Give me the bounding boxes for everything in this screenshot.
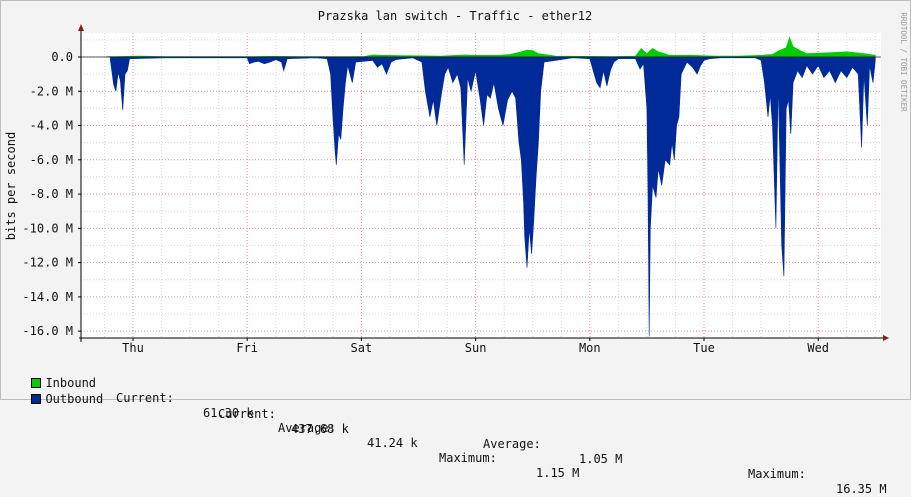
inbound-name: Inbound	[45, 376, 97, 390]
x-tick-labels: Thu Fri Sat Sun Mon Tue Wed	[122, 338, 829, 355]
inbound-maximum-label: Maximum:	[439, 451, 497, 465]
y-tick-labels: 0.0 -2.0 M -4.0 M -6.0 M -8.0 M -10.0 M -12.0 …	[22, 50, 81, 338]
inbound-maximum-value: 1.15 M	[536, 466, 580, 480]
series-area-outbound	[109, 56, 876, 337]
y-tick-label: -6.0 M	[30, 153, 73, 167]
outbound-maximum-value: 16.35 M	[836, 482, 887, 496]
x-tick-label: Mon	[579, 341, 601, 355]
chart-title: Prazska lan switch - Traffic - ether12	[318, 9, 593, 23]
legend-inbound: Inbound Current: 61.30 k Average: 41.24 …	[17, 361, 897, 480]
y-tick-label: -16.0 M	[22, 324, 73, 338]
outbound-average-value: 1.05 M	[579, 452, 623, 466]
y-tick-label: -14.0 M	[22, 290, 73, 304]
outbound-average-label: Average:	[483, 437, 541, 451]
x-axis-arrow	[883, 335, 889, 341]
outbound-swatch	[31, 394, 42, 404]
legend-outbound: Outbound Current: 437.68 k Average: 1.05…	[17, 377, 897, 496]
y-tick-label: -2.0 M	[30, 84, 73, 98]
y-tick-label: -4.0 M	[30, 119, 73, 133]
x-tick-label: Thu	[122, 341, 144, 355]
rrdtool-watermark: RRDTOOL / TOBI OETIKER	[899, 12, 908, 112]
y-tick-label: -8.0 M	[30, 187, 73, 201]
outbound-current-label: Current:	[218, 407, 276, 421]
inbound-current-label: Current:	[116, 391, 174, 405]
x-tick-label: Sat	[351, 341, 373, 355]
x-tick-label: Wed	[807, 341, 829, 355]
y-axis-label: bits per second	[4, 132, 18, 240]
inbound-swatch	[31, 378, 42, 388]
outbound-name: Outbound	[45, 392, 104, 406]
x-tick-label: Sun	[465, 341, 487, 355]
traffic-chart: Prazska lan switch - Traffic - ether12 b…	[4, 9, 908, 355]
y-tick-label: -12.0 M	[22, 256, 73, 270]
y-tick-label: 0.0	[51, 50, 73, 64]
series-areas	[106, 36, 876, 337]
series-area-inbound	[106, 36, 876, 58]
x-tick-label: Fri	[236, 341, 258, 355]
outbound-maximum-label: Maximum:	[748, 467, 806, 481]
y-tick-label: -10.0 M	[22, 221, 73, 235]
x-tick-label: Tue	[693, 341, 715, 355]
axes	[78, 24, 889, 342]
outbound-current-value: 437.68 k	[291, 422, 349, 436]
y-axis-arrow	[78, 24, 84, 31]
inbound-average-value: 41.24 k	[367, 436, 418, 450]
